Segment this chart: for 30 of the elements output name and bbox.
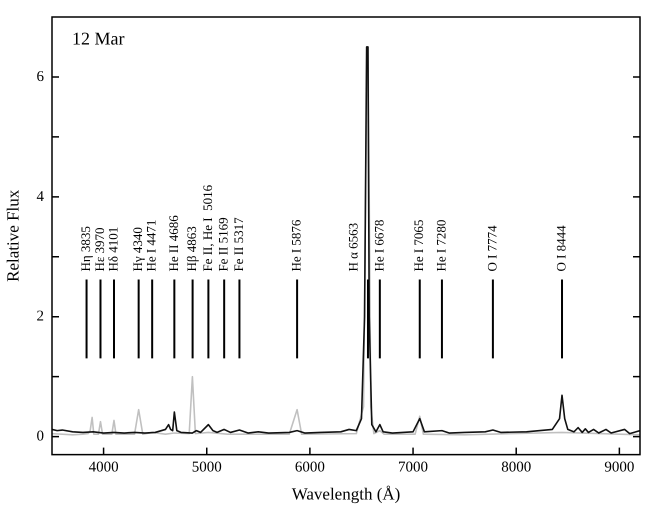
ref-line-label: Fe II, He I 5016	[200, 184, 215, 272]
ref-line-label: He I 4471	[144, 220, 159, 272]
ref-line-label: Fe II 5169	[216, 217, 231, 272]
ref-line-label: Hβ 4863	[184, 226, 200, 272]
x-tick-label: 7000	[398, 460, 428, 476]
y-tick-label: 6	[36, 68, 44, 85]
ref-line-label: He I 7065	[411, 220, 426, 272]
x-tick-label: 5000	[192, 460, 222, 476]
x-tick-label: 6000	[294, 460, 325, 476]
ref-line-label: He I 5876	[288, 219, 304, 272]
ref-line-label: He I 7280	[433, 220, 448, 272]
ref-line-label: Fe II 5317	[230, 216, 246, 272]
ref-line-label: Hγ 4340	[130, 227, 146, 272]
ref-line-label: O I 8444	[553, 224, 568, 272]
y-tick-label: 2	[36, 308, 44, 325]
ref-line-label: Hδ 4101	[105, 226, 120, 272]
ref-line-label: He II 4686	[166, 214, 181, 272]
y-axis-title: Relative Flux	[4, 189, 23, 282]
ref-line-label: He I 6678	[371, 220, 386, 272]
ref-line-label: Hη 3835	[78, 226, 93, 272]
x-tick-label: 9000	[604, 460, 634, 476]
annotation: 12 Mar	[72, 28, 124, 49]
x-tick-label: 4000	[88, 460, 119, 476]
x-tick-label: 8000	[501, 460, 532, 476]
ref-line-label: O I 7774	[484, 224, 500, 272]
x-axis-title: Wavelength (Å)	[292, 484, 400, 504]
y-tick-label: 0	[36, 428, 44, 445]
ref-line-label: H α 6563	[345, 222, 360, 272]
y-tick-label: 4	[36, 188, 44, 205]
ref-line-label: Hε 3970	[92, 227, 107, 272]
